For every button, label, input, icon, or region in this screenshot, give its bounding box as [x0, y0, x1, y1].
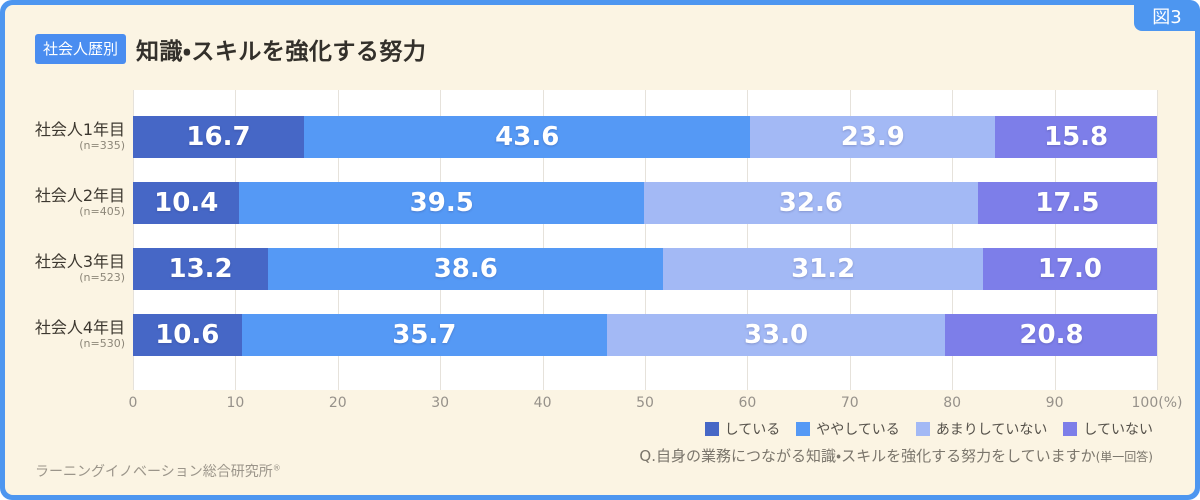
- gridline: [952, 90, 954, 390]
- bar-segment: 10.4: [133, 182, 240, 224]
- row-label-category: 社会人1年目: [34, 120, 125, 140]
- bar-value-label: 20.8: [1019, 320, 1084, 350]
- bar-value-label: 17.5: [1035, 188, 1100, 218]
- source-credit: ラーニングイノベーション総合研究所®: [35, 461, 281, 481]
- gridline: [1157, 90, 1158, 390]
- row-label-sample-size: (n=530): [79, 337, 125, 351]
- gridline: [133, 90, 134, 390]
- legend-label: している: [724, 422, 781, 438]
- bar-segment: 17.5: [977, 182, 1157, 224]
- row-label: 社会人2年目 (n=405): [5, 182, 125, 224]
- x-tick-label: 50: [636, 395, 654, 411]
- bar-value-label: 16.7: [186, 122, 251, 152]
- bar-value-label: 43.6: [495, 122, 560, 152]
- bar-segment: 15.8: [995, 116, 1157, 158]
- bar-segment: 32.6: [643, 182, 978, 224]
- bar-segment: 31.2: [663, 248, 983, 290]
- row-label: 社会人3年目 (n=523): [5, 248, 125, 290]
- bar-row: 13.2 38.6 31.2 17.0: [133, 248, 1157, 290]
- bar-segment: 17.0: [982, 248, 1157, 290]
- bar-value-label: 10.6: [155, 320, 220, 350]
- bar-segment: 43.6: [304, 116, 751, 158]
- gridline: [542, 90, 544, 390]
- x-tick-label: 10: [226, 395, 245, 411]
- legend-swatch-icon: [1063, 422, 1078, 436]
- legend-swatch-icon: [915, 422, 930, 436]
- x-tick-label: 20: [328, 395, 347, 411]
- x-tick-label: 30: [431, 395, 450, 411]
- bar-segment: 20.8: [945, 314, 1157, 356]
- bar-segment: 16.7: [133, 116, 304, 158]
- survey-question: Q.自身の業務につながる知識・スキルを強化する努力をしていますか(単一回答): [639, 445, 1153, 466]
- bar-segment: 13.2: [133, 248, 269, 290]
- gridline: [235, 90, 237, 390]
- bar-segment: 23.9: [750, 116, 996, 158]
- row-label-category: 社会人3年目: [34, 252, 125, 272]
- bar-segment: 33.0: [607, 314, 945, 356]
- bar-value-label: 13.2: [168, 254, 233, 284]
- row-label: 社会人1年目 (n=335): [5, 116, 125, 158]
- gridline: [849, 90, 851, 390]
- figure-panel: 社会人歴別 知識・スキルを強化する努力 16.7 43.6 23.9 15.8 10.4…: [5, 5, 1195, 495]
- bar-segment: 10.6: [133, 314, 242, 356]
- bar-value-label: 15.8: [1044, 122, 1109, 152]
- bar-value-label: 38.6: [433, 254, 498, 284]
- bar-row: 16.7 43.6 23.9 15.8: [133, 116, 1157, 158]
- row-label-sample-size: (n=405): [79, 205, 125, 219]
- category-badge: 社会人歴別: [35, 34, 127, 64]
- legend-item: していない: [1063, 419, 1153, 439]
- legend-label: あまりしていない: [935, 422, 1048, 438]
- registered-trademark-icon: ®: [272, 463, 281, 473]
- legend-label: ややしている: [816, 422, 900, 438]
- y-axis-labels: 社会人1年目 (n=335) 社会人2年目 (n=405) 社会人3年目 (n=523) 社…: [5, 90, 125, 390]
- legend-swatch-icon: [796, 422, 811, 436]
- plot-area: 16.7 43.6 23.9 15.8 10.4 39.5 32.6 17.5 13.2 38.6…: [133, 90, 1158, 390]
- x-tick-label: 90: [1045, 395, 1064, 411]
- chart-title: 知識・スキルを強化する努力: [136, 39, 427, 65]
- figure-number-tab: 図3: [1134, 0, 1200, 31]
- bar-value-label: 32.6: [778, 188, 843, 218]
- bar-value-label: 39.5: [409, 188, 474, 218]
- x-tick-label: 0: [128, 395, 138, 411]
- bar-value-label: 33.0: [743, 320, 809, 350]
- bar-value-label: 10.4: [154, 188, 219, 218]
- row-label-sample-size: (n=335): [79, 139, 125, 153]
- bar-segment: 39.5: [239, 182, 644, 224]
- x-tick-label: 100(%): [1131, 395, 1183, 411]
- legend-item: ややしている: [796, 419, 900, 439]
- bar-value-label: 35.7: [392, 320, 457, 350]
- bar-segment: 38.6: [268, 248, 664, 290]
- legend-label: していない: [1083, 422, 1153, 438]
- bar-row: 10.6 35.7 33.0 20.8: [133, 314, 1157, 356]
- gridline: [645, 90, 646, 390]
- gridline: [747, 90, 749, 390]
- x-tick-label: 80: [943, 395, 962, 411]
- bar-value-label: 31.2: [791, 254, 856, 284]
- row-label-category: 社会人2年目: [34, 186, 125, 206]
- bar-segment: 35.7: [241, 314, 608, 356]
- legend-item: している: [704, 419, 781, 439]
- x-tick-label: 70: [840, 395, 859, 411]
- survey-question-suffix: (単一回答): [1095, 450, 1153, 464]
- bar-row: 10.4 39.5 32.6 17.5: [133, 182, 1157, 224]
- row-label-category: 社会人4年目: [34, 318, 125, 338]
- x-tick-label: 40: [533, 395, 552, 411]
- legend-swatch-icon: [704, 422, 719, 436]
- gridline: [440, 90, 442, 390]
- bar-rows: 16.7 43.6 23.9 15.8 10.4 39.5 32.6 17.5 13.2 38.6…: [133, 90, 1157, 390]
- survey-question-text: Q.自身の業務につながる知識・スキルを強化する努力をしていますか: [639, 447, 1096, 465]
- row-label-sample-size: (n=523): [79, 271, 125, 285]
- bar-value-label: 23.9: [840, 122, 905, 152]
- legend: している ややしている あまりしていない していない: [704, 419, 1153, 439]
- x-axis: 0 10 20 30 40 50 60 70 80 90 100(%): [129, 395, 1183, 415]
- legend-item: あまりしていない: [915, 419, 1048, 439]
- chart-header: 社会人歴別 知識・スキルを強化する努力: [35, 32, 426, 66]
- bar-value-label: 17.0: [1037, 254, 1102, 284]
- gridline: [1054, 90, 1056, 390]
- x-tick-label: 60: [738, 395, 757, 411]
- row-label: 社会人4年目 (n=530): [5, 314, 125, 356]
- source-name: ラーニングイノベーション総合研究所: [35, 464, 273, 480]
- gridline: [337, 90, 339, 390]
